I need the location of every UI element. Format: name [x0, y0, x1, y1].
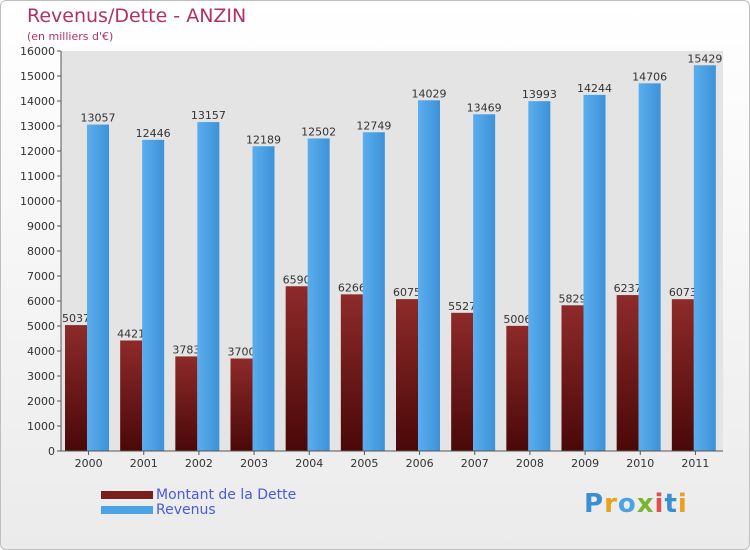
y-tick-label: 15000 — [20, 70, 55, 83]
bar-revenus-2006 — [418, 100, 440, 452]
bar-dette-2006 — [396, 299, 418, 451]
bar-revenus-2004 — [307, 138, 330, 451]
bar-dette-2009 — [561, 305, 584, 451]
proxiti-logo: Proxiti — [584, 489, 688, 519]
legend-label-revenus: Revenus — [156, 502, 216, 518]
bar-revenus-2011 — [693, 65, 716, 452]
logo-letter: t — [664, 489, 678, 519]
bar-revenus-2010 — [638, 83, 661, 451]
data-label-revenus-2010: 14706 — [632, 70, 667, 83]
data-label-dette-2002: 3783 — [172, 343, 200, 356]
legend-item-revenus: Revenus — [101, 502, 216, 518]
y-tick-label: 14000 — [20, 95, 55, 108]
legend-swatch-dette — [101, 491, 153, 499]
y-tick-label: 12000 — [20, 145, 55, 158]
data-label-revenus-2005: 12749 — [356, 119, 391, 132]
logo-letter: P — [584, 489, 605, 519]
x-tick-label: 2001 — [130, 457, 158, 470]
data-label-revenus-2001: 12446 — [136, 127, 171, 140]
bar-dette-2010 — [616, 295, 639, 451]
data-label-dette-2000: 5037 — [62, 312, 90, 325]
chart-subtitle: (en milliers d'€) — [27, 30, 114, 43]
data-label-dette-2006: 6075 — [393, 286, 421, 299]
bar-revenus-2009 — [583, 94, 606, 452]
y-tick-label: 10000 — [20, 195, 55, 208]
bar-revenus-2005 — [362, 132, 385, 451]
logo-letter: o — [617, 489, 637, 519]
y-tick-label: 1000 — [27, 420, 55, 433]
y-tick-label: 16000 — [20, 45, 55, 58]
y-tick-label: 2000 — [27, 395, 55, 408]
data-label-dette-2005: 6266 — [338, 281, 366, 294]
x-tick-label: 2003 — [240, 457, 268, 470]
x-tick-label: 2002 — [185, 457, 213, 470]
bar-revenus-2007 — [473, 114, 496, 452]
data-label-revenus-2007: 13469 — [467, 101, 502, 114]
data-label-revenus-2003: 12189 — [246, 133, 281, 146]
y-tick-label: 0 — [48, 445, 55, 458]
x-tick-label: 2010 — [626, 457, 654, 470]
data-label-revenus-2002: 13157 — [191, 109, 226, 122]
bar-dette-2005 — [340, 294, 363, 451]
bar-revenus-2008 — [528, 101, 551, 452]
y-tick-label: 11000 — [20, 170, 55, 183]
y-tick-label: 6000 — [27, 295, 55, 308]
data-label-dette-2007: 5527 — [448, 300, 476, 313]
x-tick-label: 2009 — [571, 457, 599, 470]
data-label-revenus-2011: 15429 — [687, 52, 722, 65]
data-label-revenus-2009: 14244 — [577, 82, 612, 95]
x-tick-label: 2007 — [461, 457, 489, 470]
bar-dette-2011 — [671, 299, 694, 451]
logo-letter: r — [604, 489, 618, 519]
bar-dette-2004 — [285, 286, 308, 451]
legend-label-dette: Montant de la Dette — [156, 487, 297, 503]
x-tick-label: 2005 — [350, 457, 378, 470]
data-label-dette-2003: 3700 — [228, 346, 256, 359]
data-label-revenus-2000: 13057 — [81, 112, 116, 125]
x-tick-label: 2011 — [681, 457, 709, 470]
bar-dette-2007 — [451, 312, 474, 451]
data-label-dette-2004: 6590 — [283, 273, 311, 286]
data-label-dette-2001: 4421 — [117, 327, 145, 340]
bar-dette-2000 — [65, 325, 87, 451]
bar-dette-2008 — [506, 325, 529, 451]
data-label-dette-2011: 6073 — [669, 286, 697, 299]
chart-title: Revenus/Dette - ANZIN — [27, 5, 247, 27]
data-label-revenus-2004: 12502 — [301, 125, 336, 138]
legend-swatch-revenus — [101, 506, 153, 514]
bar-dette-2002 — [175, 356, 198, 451]
x-tick-label: 2008 — [516, 457, 544, 470]
data-label-revenus-2008: 13993 — [522, 88, 557, 101]
y-tick-label: 7000 — [27, 270, 55, 283]
data-label-revenus-2006: 14029 — [412, 87, 447, 100]
plot-area — [61, 51, 723, 451]
bar-dette-2003 — [230, 358, 253, 451]
data-label-dette-2008: 5006 — [503, 313, 531, 326]
bar-revenus-2002 — [197, 122, 220, 451]
y-tick-label: 5000 — [27, 320, 55, 333]
bar-revenus-2000 — [87, 124, 109, 451]
bar-revenus-2003 — [252, 146, 275, 451]
legend-item-dette: Montant de la Dette — [101, 487, 296, 503]
y-tick-label: 13000 — [20, 120, 55, 133]
logo-letter: x — [636, 489, 655, 519]
y-tick-label: 3000 — [27, 370, 55, 383]
y-tick-label: 4000 — [27, 345, 55, 358]
logo-letter: i — [654, 489, 665, 519]
bar-dette-2001 — [120, 340, 143, 451]
logo-letter: i — [677, 489, 688, 519]
data-label-dette-2009: 5829 — [559, 292, 587, 305]
x-tick-label: 2004 — [295, 457, 323, 470]
x-tick-label: 2000 — [75, 457, 103, 470]
bar-revenus-2001 — [142, 139, 165, 451]
y-tick-label: 8000 — [27, 245, 55, 258]
y-tick-label: 9000 — [27, 220, 55, 233]
x-tick-label: 2006 — [406, 457, 434, 470]
data-label-dette-2010: 6237 — [614, 282, 642, 295]
